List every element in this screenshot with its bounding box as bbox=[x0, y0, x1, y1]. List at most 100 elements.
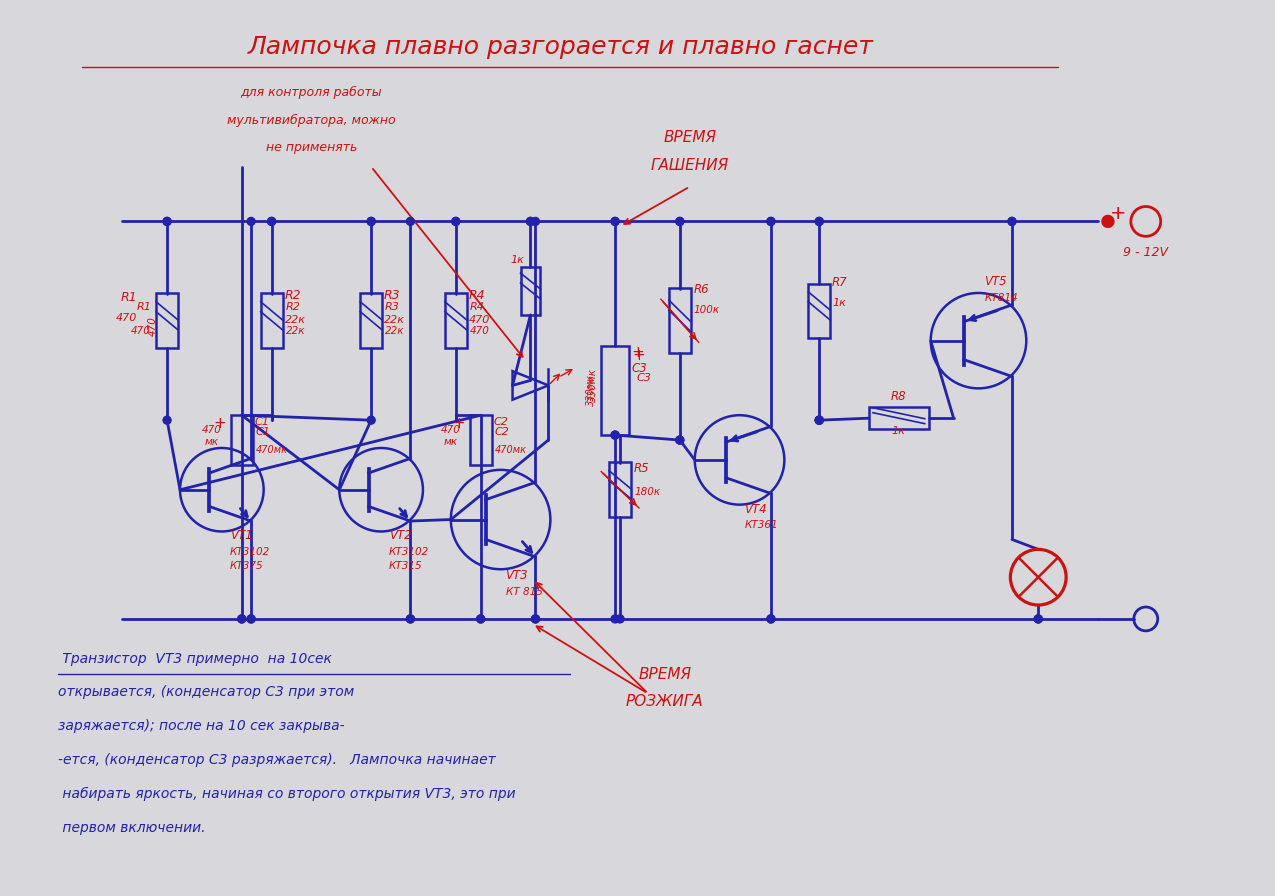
Text: открывается, (конденсатор С3 при этом: открывается, (конденсатор С3 при этом bbox=[57, 685, 353, 700]
Circle shape bbox=[407, 615, 414, 623]
Circle shape bbox=[268, 218, 275, 226]
Text: 1к: 1к bbox=[892, 426, 905, 436]
Text: ВРЕМЯ: ВРЕМЯ bbox=[639, 667, 691, 682]
Text: 470мк: 470мк bbox=[256, 445, 288, 455]
Text: заряжается); после на 10 сек закрыва-: заряжается); после на 10 сек закрыва- bbox=[57, 719, 344, 733]
Circle shape bbox=[527, 218, 534, 226]
Text: 22к: 22к bbox=[385, 326, 404, 336]
Text: КТ315: КТ315 bbox=[389, 561, 423, 572]
Text: C3: C3 bbox=[631, 363, 646, 375]
Text: КТ361: КТ361 bbox=[745, 521, 778, 530]
Text: R4: R4 bbox=[469, 302, 484, 312]
Text: C3: C3 bbox=[638, 374, 652, 383]
Text: C1: C1 bbox=[255, 418, 269, 427]
Text: 470: 470 bbox=[116, 313, 138, 323]
Circle shape bbox=[611, 615, 620, 623]
Text: 9 - 12V: 9 - 12V bbox=[1123, 246, 1168, 259]
Circle shape bbox=[815, 417, 824, 424]
Circle shape bbox=[532, 218, 539, 226]
Bar bbox=[445, 294, 467, 349]
Text: VT5: VT5 bbox=[984, 275, 1007, 288]
Text: +: + bbox=[631, 345, 644, 360]
Text: R1: R1 bbox=[121, 291, 138, 304]
Text: +: + bbox=[1109, 204, 1126, 223]
Bar bbox=[231, 415, 252, 465]
Bar bbox=[808, 283, 830, 338]
Circle shape bbox=[676, 218, 683, 226]
Text: R8: R8 bbox=[891, 391, 907, 403]
Text: Лампочка плавно разгорается и плавно гаснет: Лампочка плавно разгорается и плавно гас… bbox=[247, 36, 873, 59]
Circle shape bbox=[815, 218, 824, 226]
Circle shape bbox=[768, 218, 775, 226]
Circle shape bbox=[815, 417, 824, 424]
Text: КТ 815: КТ 815 bbox=[506, 587, 542, 597]
Text: 470
мк: 470 мк bbox=[441, 426, 460, 447]
Text: Транзистор  VT3 примерно  на 10сек: Транзистор VT3 примерно на 10сек bbox=[57, 651, 332, 666]
Text: КТ3102: КТ3102 bbox=[230, 547, 270, 557]
Text: R7: R7 bbox=[833, 276, 848, 289]
Text: 330мк: 330мк bbox=[588, 368, 598, 402]
Text: 470: 470 bbox=[469, 314, 490, 324]
Text: VT4: VT4 bbox=[745, 503, 768, 515]
Bar bbox=[469, 415, 492, 465]
Text: ГАШЕНИЯ: ГАШЕНИЯ bbox=[650, 158, 729, 173]
Text: 1к: 1к bbox=[833, 297, 847, 308]
Circle shape bbox=[611, 431, 620, 439]
Circle shape bbox=[407, 615, 414, 623]
Bar bbox=[601, 346, 629, 435]
Bar bbox=[870, 408, 928, 429]
Text: 470: 470 bbox=[131, 326, 152, 336]
Bar bbox=[520, 267, 541, 314]
Circle shape bbox=[611, 431, 620, 439]
Text: C2: C2 bbox=[493, 418, 509, 427]
Text: C2: C2 bbox=[495, 427, 510, 437]
Text: 1к: 1к bbox=[510, 255, 524, 265]
Text: R5: R5 bbox=[634, 461, 650, 475]
Circle shape bbox=[768, 615, 775, 623]
Circle shape bbox=[477, 615, 485, 623]
Bar bbox=[361, 294, 382, 349]
Bar bbox=[156, 294, 178, 349]
Text: 470: 470 bbox=[469, 326, 490, 336]
Text: КТ375: КТ375 bbox=[230, 561, 264, 572]
Text: C1: C1 bbox=[256, 427, 270, 437]
Circle shape bbox=[247, 218, 255, 226]
Text: R1: R1 bbox=[136, 302, 152, 312]
Text: 470мк: 470мк bbox=[495, 445, 527, 455]
Circle shape bbox=[815, 218, 824, 226]
Circle shape bbox=[407, 218, 414, 226]
Text: R3: R3 bbox=[384, 289, 400, 302]
Text: 100к: 100к bbox=[694, 305, 720, 314]
Text: R3: R3 bbox=[385, 302, 400, 312]
Circle shape bbox=[268, 218, 275, 226]
Text: 180к: 180к bbox=[634, 487, 660, 496]
Circle shape bbox=[163, 218, 171, 226]
Circle shape bbox=[611, 218, 620, 226]
Circle shape bbox=[527, 218, 534, 226]
Circle shape bbox=[1102, 215, 1114, 228]
Circle shape bbox=[1009, 218, 1016, 226]
Text: набирать яркость, начиная со второго открытия VT3, это при: набирать яркость, начиная со второго отк… bbox=[57, 787, 515, 801]
Circle shape bbox=[1034, 615, 1042, 623]
Circle shape bbox=[532, 615, 539, 623]
Circle shape bbox=[815, 417, 824, 424]
Text: ВРЕМЯ: ВРЕМЯ bbox=[663, 130, 717, 145]
Text: КТ3102: КТ3102 bbox=[389, 547, 430, 557]
Text: R6: R6 bbox=[694, 283, 709, 296]
Text: РОЗЖИГА: РОЗЖИГА bbox=[626, 694, 704, 710]
Text: +: + bbox=[213, 416, 226, 431]
Circle shape bbox=[247, 615, 255, 623]
Bar bbox=[260, 294, 283, 349]
Text: R2: R2 bbox=[286, 302, 301, 312]
Text: R4: R4 bbox=[469, 289, 486, 302]
Text: 22к: 22к bbox=[384, 314, 405, 324]
Circle shape bbox=[768, 615, 775, 623]
Text: VT1: VT1 bbox=[230, 530, 252, 542]
Text: 470
мк: 470 мк bbox=[201, 426, 222, 447]
Text: 330мк: 330мк bbox=[586, 375, 597, 407]
Circle shape bbox=[1034, 615, 1042, 623]
Text: VT3: VT3 bbox=[506, 569, 528, 582]
Circle shape bbox=[237, 615, 246, 623]
Circle shape bbox=[163, 417, 171, 424]
Circle shape bbox=[477, 615, 485, 623]
